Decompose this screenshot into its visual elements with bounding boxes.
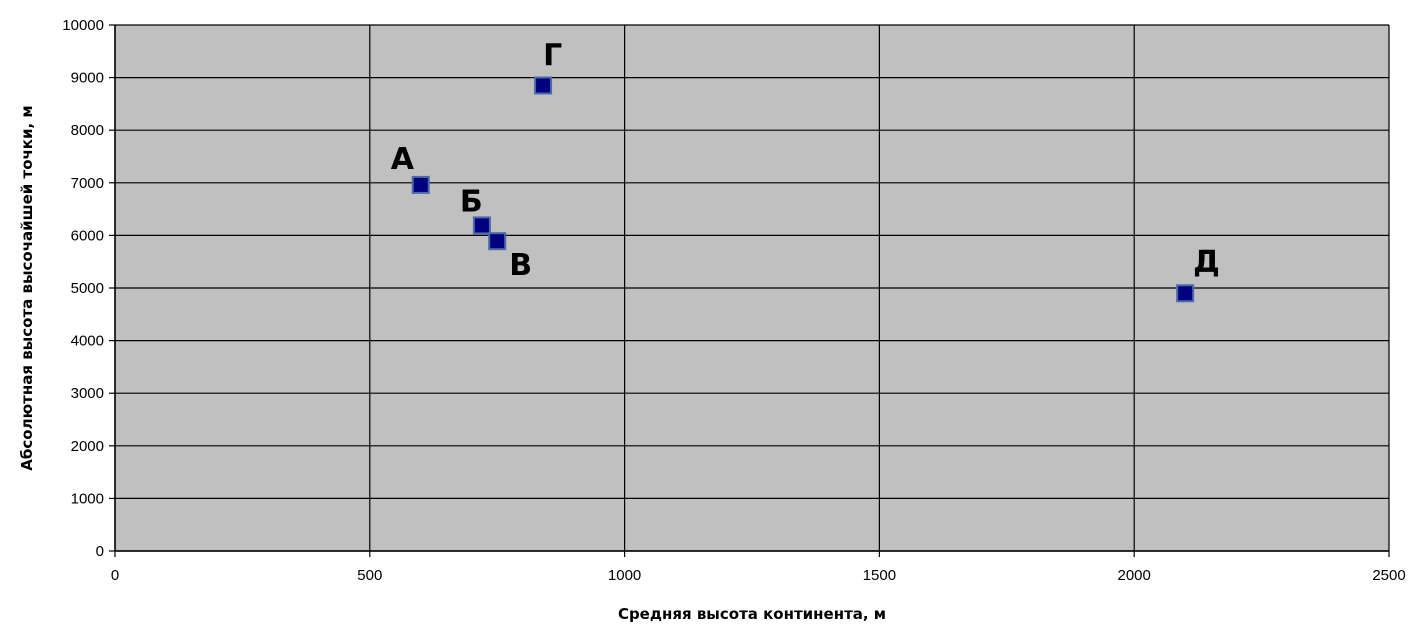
x-axis-title: Средняя высота континента, м (618, 605, 886, 623)
data-point (488, 232, 507, 251)
y-tick-label: 8000 (71, 122, 104, 139)
y-tick-label: 4000 (71, 333, 104, 350)
data-point (472, 216, 491, 235)
y-tick-label: 5000 (71, 280, 104, 297)
y-axis-title: Абсолютная высота высочайшей точки, м (18, 105, 36, 470)
point-label: Д (1193, 244, 1220, 279)
data-points (411, 76, 1195, 303)
grid-lines (114, 24, 1390, 552)
point-label: В (509, 248, 532, 283)
x-tick-label: 2000 (1118, 567, 1151, 584)
tick-labels: 0100020003000400050006000700080009000100… (62, 17, 1405, 584)
y-tick-label: 0 (96, 543, 104, 560)
y-tick-label: 6000 (71, 227, 104, 244)
x-tick-label: 0 (111, 567, 119, 584)
x-tick-label: 1500 (863, 567, 896, 584)
data-point (411, 175, 430, 194)
data-point (1176, 284, 1195, 303)
data-point (534, 76, 553, 95)
point-label: Г (543, 38, 562, 73)
point-label: А (391, 142, 415, 177)
y-tick-label: 2000 (71, 438, 104, 455)
y-tick-label: 9000 (71, 70, 104, 87)
y-tick-label: 10000 (62, 17, 104, 34)
point-label: Б (460, 184, 483, 219)
y-tick-label: 3000 (71, 385, 104, 402)
axes (109, 24, 1390, 557)
x-tick-label: 500 (357, 567, 382, 584)
y-tick-label: 7000 (71, 175, 104, 192)
y-tick-label: 1000 (71, 490, 104, 507)
x-tick-label: 2500 (1372, 567, 1405, 584)
point-labels: А БВ Г Д (391, 38, 1220, 283)
x-tick-label: 1000 (608, 567, 641, 584)
